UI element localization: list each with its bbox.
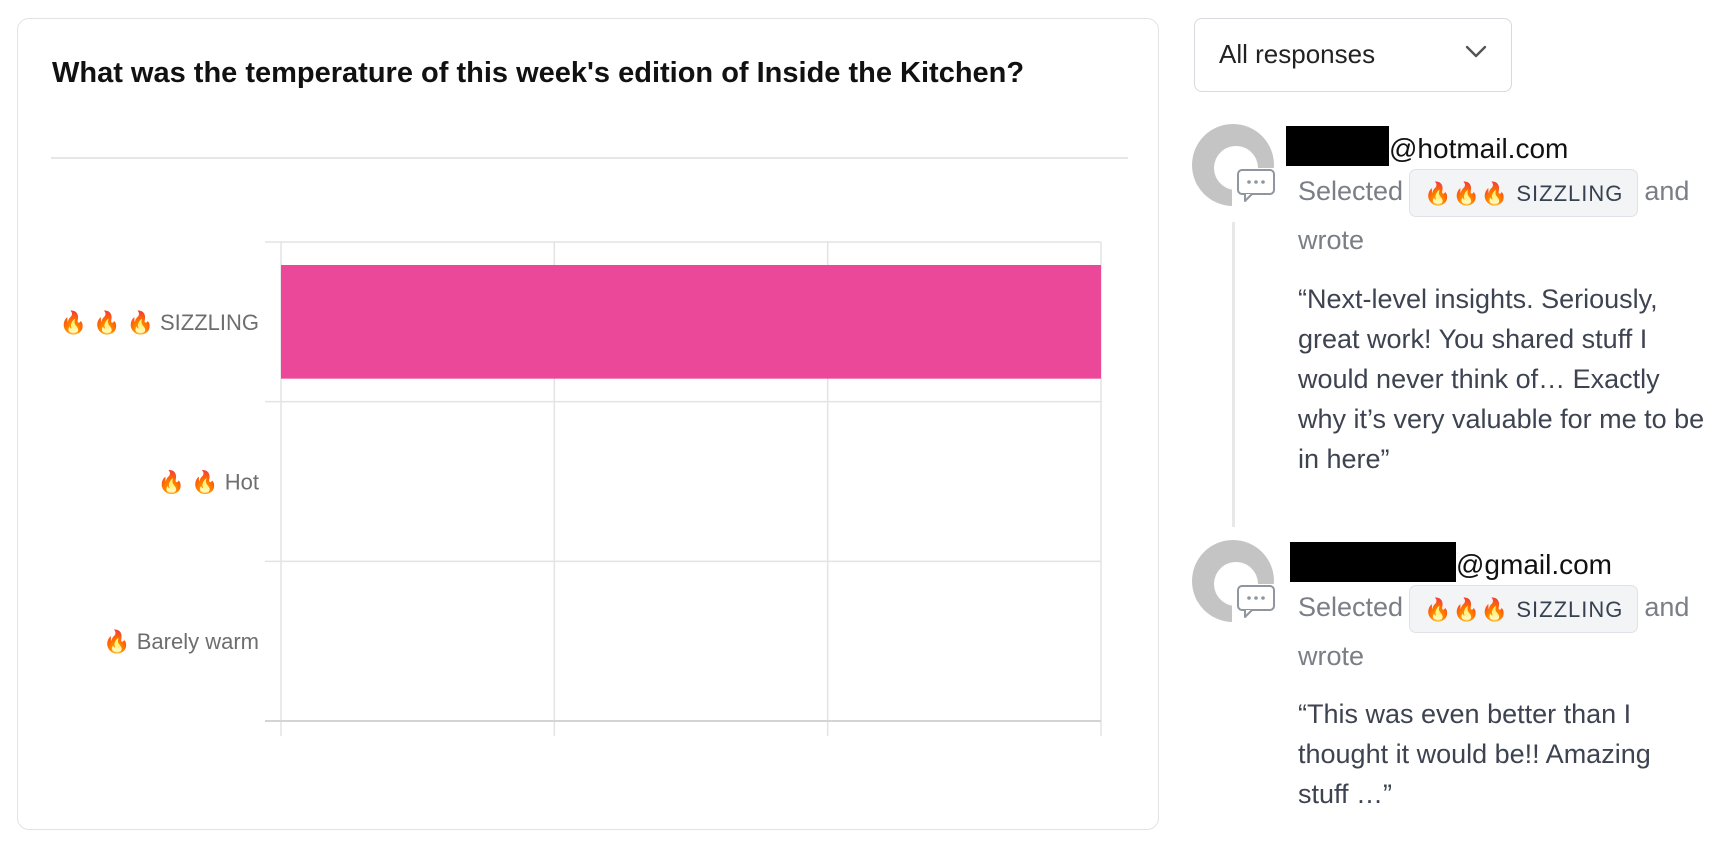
response-filter-value: All responses (1219, 39, 1376, 69)
category-label: 🔥 Barely warm (103, 629, 259, 654)
comment-icon (1236, 584, 1276, 620)
bar-0 (281, 265, 1101, 379)
respondent-email: @hotmail.com (1286, 126, 1568, 166)
selected-prefix: Selected (1298, 176, 1404, 206)
chevron-down-icon (1465, 45, 1487, 64)
comment-icon (1236, 168, 1276, 204)
email-domain: @gmail.com (1456, 549, 1613, 580)
selected-suffix: and wrote (1298, 592, 1690, 671)
response-quote: “This was even better than I thought it … (1298, 699, 1651, 809)
response-filter-dropdown[interactable]: All responses (1194, 18, 1512, 92)
redacted-name (1286, 126, 1389, 166)
selected-prefix: Selected (1298, 592, 1404, 622)
thread-line (1232, 222, 1235, 527)
category-label: 🔥 🔥 Hot (158, 470, 259, 495)
response-quote: “Next-level insights. Seriously, great w… (1298, 284, 1705, 474)
divider (51, 157, 1128, 159)
selected-line: Selected 🔥🔥🔥 SIZZLING and wrote (1298, 584, 1712, 679)
question-title: What was the temperature of this week's … (52, 57, 1025, 89)
selected-suffix: and wrote (1298, 176, 1690, 255)
selected-line: Selected 🔥🔥🔥 SIZZLING and wrote (1298, 168, 1712, 263)
redacted-name (1290, 542, 1456, 582)
question-card: What was the temperature of this week's … (17, 18, 1159, 830)
selected-choice-badge: 🔥🔥🔥 SIZZLING (1409, 168, 1639, 217)
selected-choice-badge: 🔥🔥🔥 SIZZLING (1409, 584, 1639, 633)
email-domain: @hotmail.com (1389, 133, 1569, 164)
respondent-email: @gmail.com (1290, 542, 1612, 582)
response-item: @gmail.com Selected 🔥🔥🔥 SIZZLING and wrote… (1192, 540, 1712, 840)
response-item: @hotmail.com Selected 🔥🔥🔥 SIZZLING and wro… (1192, 124, 1712, 484)
category-label: 🔥 🔥 🔥 SIZZLING (59, 310, 259, 335)
